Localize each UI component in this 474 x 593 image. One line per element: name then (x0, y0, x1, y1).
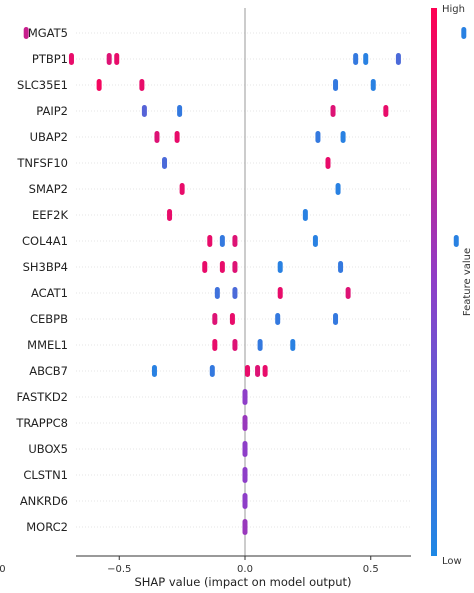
feature-label: SH3BP4 (23, 260, 68, 274)
feature-label: CLSTN1 (23, 468, 68, 482)
shap-point (383, 105, 389, 117)
feature-label: UBAP2 (30, 130, 68, 144)
feature-label: MORC2 (26, 520, 68, 534)
shap-point (245, 365, 251, 377)
colorbar-title: Feature value (462, 248, 473, 316)
shap-point (151, 365, 157, 377)
feature-label: PAIP2 (36, 104, 68, 118)
shap-point (114, 53, 120, 65)
shap-point (219, 235, 225, 247)
x-axis-label: SHAP value (impact on model output) (134, 575, 351, 589)
x-tick-label: −0.5 (107, 564, 131, 575)
shap-point (242, 467, 248, 483)
shap-point (345, 287, 351, 299)
shap-point (242, 519, 248, 535)
shap-point (232, 235, 238, 247)
x-tick-label: −1.0 (0, 564, 6, 575)
shap-point (219, 261, 225, 273)
feature-label: ABCB7 (29, 364, 68, 378)
shap-point (290, 339, 296, 351)
feature-label: MGAT5 (28, 26, 68, 40)
feature-label: TNFSF10 (16, 156, 68, 170)
feature-label: UBOX5 (28, 442, 68, 456)
shap-point (242, 389, 248, 405)
x-tick-label: 0.5 (363, 564, 379, 575)
shap-point (214, 287, 220, 299)
shap-point (325, 157, 331, 169)
shap-point (167, 209, 173, 221)
shap-point (461, 27, 467, 39)
shap-point (242, 415, 248, 431)
feature-label: ACAT1 (31, 286, 68, 300)
feature-label: TRAPPC8 (15, 416, 68, 430)
shap-point (257, 339, 263, 351)
shap-point (277, 287, 283, 299)
shap-point (232, 339, 238, 351)
shap-point (277, 261, 283, 273)
shap-point (179, 183, 185, 195)
shap-point (255, 365, 261, 377)
shap-point (353, 53, 359, 65)
shap-point (370, 79, 376, 91)
shap-point (232, 261, 238, 273)
shap-point (363, 53, 369, 65)
shap-point (302, 209, 308, 221)
feature-label: FASTKD2 (17, 390, 68, 404)
shap-point (209, 365, 215, 377)
shap-point (141, 105, 147, 117)
shap-point (340, 131, 346, 143)
shap-point (96, 79, 102, 91)
shap-point (212, 313, 218, 325)
shap-point (207, 235, 213, 247)
shap-point (312, 235, 318, 247)
feature-label: SMAP2 (29, 182, 68, 196)
shap-point (330, 105, 336, 117)
shap-point (335, 183, 341, 195)
shap-point (395, 53, 401, 65)
feature-label: MMEL1 (27, 338, 68, 352)
feature-label: ANKRD6 (20, 494, 68, 508)
shap-point (68, 53, 74, 65)
shap-point (338, 261, 344, 273)
shap-point (453, 235, 459, 247)
shap-point (174, 131, 180, 143)
shap-point (333, 313, 339, 325)
shap-point (139, 79, 145, 91)
shap-point (242, 493, 248, 509)
shap-point (202, 261, 208, 273)
shap-point (232, 287, 238, 299)
feature-label: PTBP1 (32, 52, 68, 66)
shap-point (262, 365, 268, 377)
shap-point (162, 157, 168, 169)
colorbar-low-label: Low (442, 556, 462, 567)
feature-label: SLC35E1 (17, 78, 68, 92)
shap-point (242, 441, 248, 457)
shap-point (23, 27, 29, 39)
shap-point (212, 339, 218, 351)
shap-point (229, 313, 235, 325)
feature-label: COL4A1 (22, 234, 68, 248)
colorbar (431, 8, 437, 556)
feature-label: EEF2K (32, 208, 68, 222)
shap-point (177, 105, 183, 117)
shap-point (154, 131, 160, 143)
x-tick-label: 0.0 (237, 564, 253, 575)
colorbar-high-label: High (442, 4, 465, 15)
shap-point (275, 313, 281, 325)
shap-point (333, 79, 339, 91)
shap-point (315, 131, 321, 143)
shap-point (106, 53, 112, 65)
feature-label: CEBPB (30, 312, 68, 326)
